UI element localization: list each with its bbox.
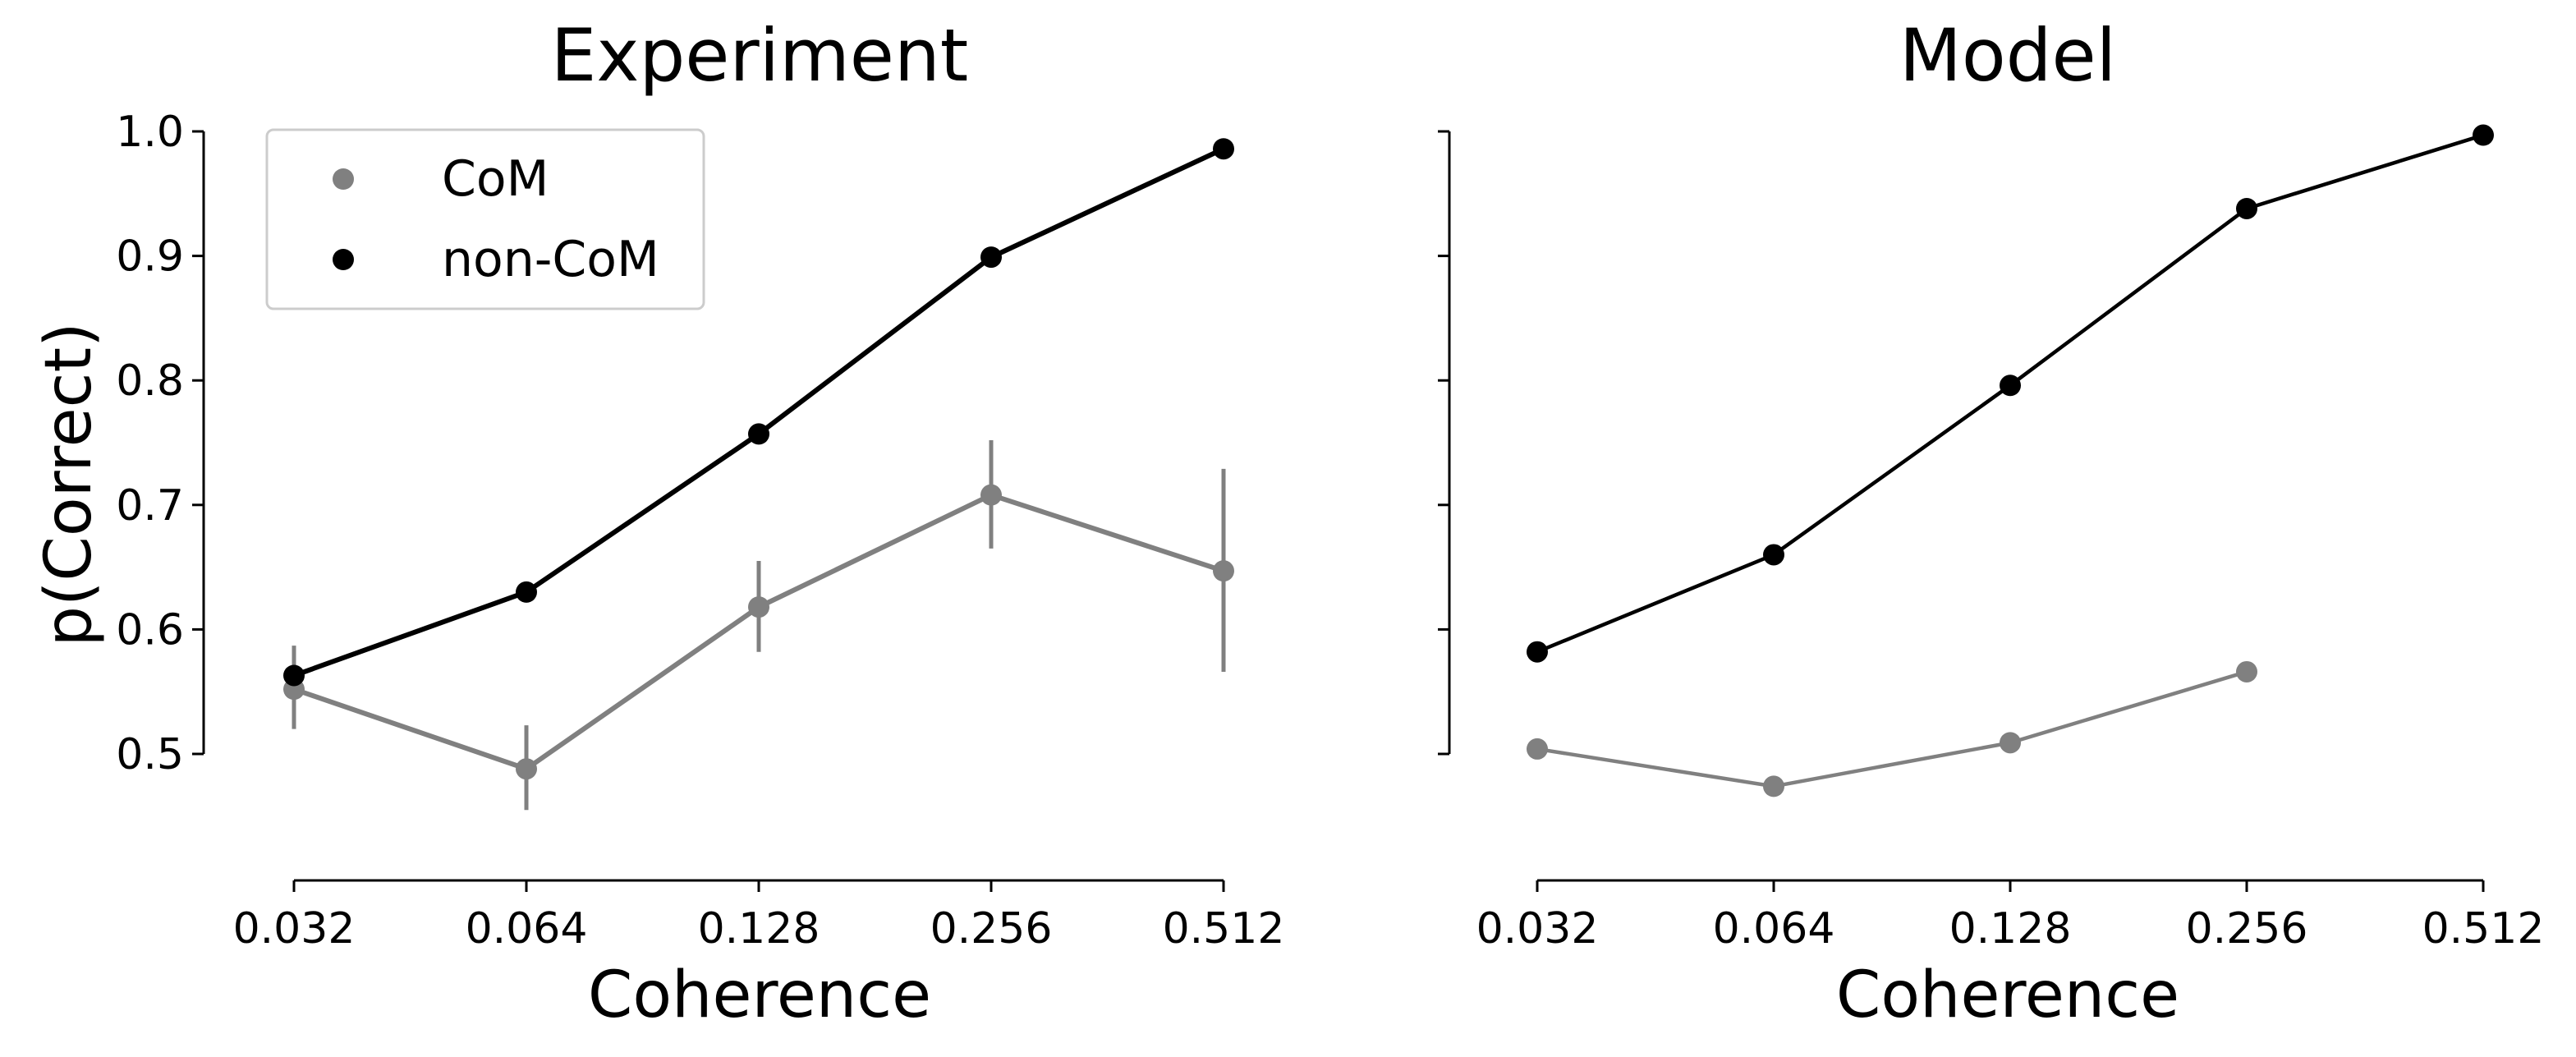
- model-x-tick-label: 0.512: [2422, 904, 2545, 954]
- panel-experiment-title: Experiment: [551, 13, 968, 98]
- legend: CoM non-CoM: [265, 128, 705, 310]
- model-data-point-noncom: [2473, 124, 2494, 146]
- y-tick-label: 0.6: [116, 605, 184, 655]
- experiment-data-point-noncom: [1213, 138, 1234, 160]
- model-data-point-noncom: [1763, 544, 1784, 566]
- model-x-tick-label: 0.256: [2186, 904, 2308, 954]
- legend-marker-noncom: [333, 249, 354, 270]
- legend-label-noncom: non-CoM: [442, 231, 659, 288]
- model-data-point-com: [2000, 732, 2021, 754]
- model-data-point-com: [2236, 660, 2257, 682]
- experiment-x-tick-label: 0.256: [930, 904, 1053, 954]
- model-x-tick-label: 0.032: [1476, 904, 1599, 954]
- panel-model-title: Model: [1899, 13, 2116, 98]
- model-data-point-noncom: [2000, 375, 2021, 397]
- experiment-x-tick-label: 0.064: [466, 904, 588, 954]
- y-axis-label: p(Correct): [32, 322, 106, 646]
- experiment-data-point-com: [516, 758, 537, 780]
- experiment-data-point-noncom: [748, 423, 769, 445]
- model-x-tick-label: 0.128: [1949, 904, 2072, 954]
- experiment-data-point-com: [1213, 560, 1234, 582]
- model-x-tick-label: 0.064: [1713, 904, 1835, 954]
- panel-experiment-x-axis-label: Coherence: [588, 958, 931, 1032]
- legend-box: [265, 128, 705, 310]
- experiment-data-point-noncom: [516, 581, 537, 603]
- y-tick-label: 0.5: [116, 730, 184, 779]
- panel-model-x-axis-label: Coherence: [1836, 958, 2179, 1032]
- model-data-point-noncom: [2236, 197, 2257, 219]
- model-data-point-noncom: [1527, 641, 1548, 663]
- experiment-data-point-com: [980, 484, 1002, 506]
- experiment-data-point-com: [748, 596, 769, 618]
- experiment-x-tick-label: 0.512: [1163, 904, 1285, 954]
- experiment-x-tick-label: 0.128: [698, 904, 820, 954]
- y-tick-label: 0.9: [116, 232, 184, 282]
- legend-label-com: CoM: [442, 150, 549, 208]
- legend-marker-com: [333, 168, 354, 190]
- model-series-line-com: [1536, 669, 2248, 788]
- experiment-data-point-noncom: [283, 664, 305, 687]
- model-data-point-com: [1527, 738, 1548, 760]
- y-tick-label: 1.0: [116, 108, 184, 157]
- experiment-data-point-noncom: [980, 246, 1002, 269]
- model-data-point-com: [1763, 775, 1784, 797]
- experiment-x-tick-label: 0.032: [233, 904, 356, 954]
- y-tick-label: 0.8: [116, 356, 184, 406]
- y-tick-label: 0.7: [116, 481, 184, 531]
